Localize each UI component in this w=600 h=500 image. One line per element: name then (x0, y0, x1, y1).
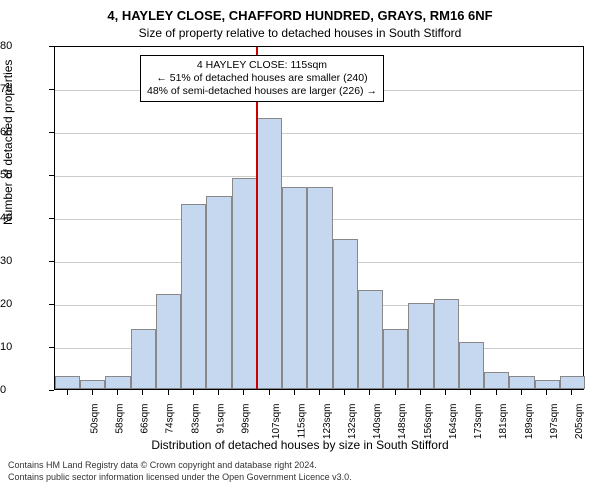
x-tick-label: 148sqm (398, 404, 409, 440)
histogram-bar (282, 187, 307, 389)
x-tick-label: 205sqm (574, 404, 585, 440)
x-tick-mark (445, 390, 446, 395)
histogram-bar (257, 118, 282, 389)
x-tick-label: 140sqm (372, 404, 383, 440)
annotation-line-3: 48% of semi-detached houses are larger (… (147, 85, 377, 98)
x-tick-label: 164sqm (448, 404, 459, 440)
histogram-bar (105, 376, 130, 389)
annotation-line-1: 4 HAYLEY CLOSE: 115sqm (147, 59, 377, 72)
y-tick-mark (49, 175, 54, 176)
x-tick-mark (168, 390, 169, 395)
histogram-bar (358, 290, 383, 389)
y-tick-label: 30 (0, 255, 46, 267)
x-tick-mark (193, 390, 194, 395)
x-tick-label: 58sqm (114, 404, 125, 434)
footer-attribution: Contains HM Land Registry data © Crown c… (8, 460, 352, 483)
x-tick-label: 173sqm (473, 404, 484, 440)
y-tick-label: 0 (0, 384, 46, 396)
x-tick-label: 50sqm (89, 404, 100, 434)
y-tick-mark (49, 390, 54, 391)
x-tick-mark (319, 390, 320, 395)
histogram-bar (459, 342, 484, 389)
x-tick-label: 107sqm (271, 404, 282, 440)
x-tick-mark (395, 390, 396, 395)
x-tick-mark (269, 390, 270, 395)
chart-title-description: Size of property relative to detached ho… (0, 26, 600, 40)
histogram-bar (181, 204, 206, 389)
histogram-bar (307, 187, 332, 389)
x-tick-mark (142, 390, 143, 395)
x-tick-label: 91sqm (215, 404, 226, 434)
x-tick-mark (546, 390, 547, 395)
x-tick-mark (470, 390, 471, 395)
x-tick-mark (218, 390, 219, 395)
x-tick-label: 181sqm (499, 404, 510, 440)
x-tick-label: 74sqm (165, 404, 176, 434)
histogram-bar (206, 196, 231, 390)
y-tick-label: 40 (0, 212, 46, 224)
histogram-bar (434, 299, 459, 389)
x-tick-label: 132sqm (347, 404, 358, 440)
x-tick-label: 156sqm (423, 404, 434, 440)
y-tick-mark (49, 347, 54, 348)
histogram-bar (560, 376, 585, 389)
annotation-line-2: ← 51% of detached houses are smaller (24… (147, 72, 377, 85)
y-tick-label: 80 (0, 40, 46, 52)
footer-line-2: Contains public sector information licen… (8, 472, 352, 484)
histogram-bar (333, 239, 358, 390)
y-tick-mark (49, 218, 54, 219)
y-tick-mark (49, 132, 54, 133)
x-tick-mark (344, 390, 345, 395)
x-tick-mark (243, 390, 244, 395)
annotation-box: 4 HAYLEY CLOSE: 115sqm← 51% of detached … (140, 55, 384, 102)
histogram-bar (80, 380, 105, 389)
x-tick-mark (420, 390, 421, 395)
gridline (55, 133, 583, 134)
histogram-bar (232, 178, 257, 389)
histogram-bar (408, 303, 433, 389)
x-tick-mark (369, 390, 370, 395)
x-tick-mark (294, 390, 295, 395)
x-tick-label: 197sqm (549, 404, 560, 440)
histogram-bar (131, 329, 156, 389)
gridline (55, 176, 583, 177)
histogram-bar (535, 380, 560, 389)
histogram-bar (156, 294, 181, 389)
y-tick-label: 70 (0, 83, 46, 95)
x-tick-label: 115sqm (296, 404, 307, 439)
x-tick-label: 189sqm (524, 404, 535, 440)
chart-title-address: 4, HAYLEY CLOSE, CHAFFORD HUNDRED, GRAYS… (0, 8, 600, 23)
x-tick-label: 99sqm (241, 404, 252, 434)
y-tick-label: 60 (0, 126, 46, 138)
histogram-bar (484, 372, 509, 389)
y-tick-mark (49, 304, 54, 305)
x-tick-mark (117, 390, 118, 395)
x-tick-mark (521, 390, 522, 395)
x-tick-mark (496, 390, 497, 395)
histogram-bar (55, 376, 80, 389)
x-tick-mark (92, 390, 93, 395)
histogram-bar (383, 329, 408, 389)
x-tick-mark (67, 390, 68, 395)
y-tick-label: 20 (0, 298, 46, 310)
y-tick-mark (49, 89, 54, 90)
chart-container: 4, HAYLEY CLOSE, CHAFFORD HUNDRED, GRAYS… (0, 0, 600, 500)
x-tick-label: 83sqm (190, 404, 201, 434)
x-axis-label: Distribution of detached houses by size … (0, 438, 600, 452)
x-tick-mark (571, 390, 572, 395)
x-tick-label: 123sqm (322, 404, 333, 440)
y-tick-label: 10 (0, 341, 46, 353)
y-tick-mark (49, 261, 54, 262)
footer-line-1: Contains HM Land Registry data © Crown c… (8, 460, 352, 472)
y-tick-label: 50 (0, 169, 46, 181)
histogram-bar (509, 376, 534, 389)
y-tick-mark (49, 46, 54, 47)
x-tick-label: 66sqm (140, 404, 151, 434)
